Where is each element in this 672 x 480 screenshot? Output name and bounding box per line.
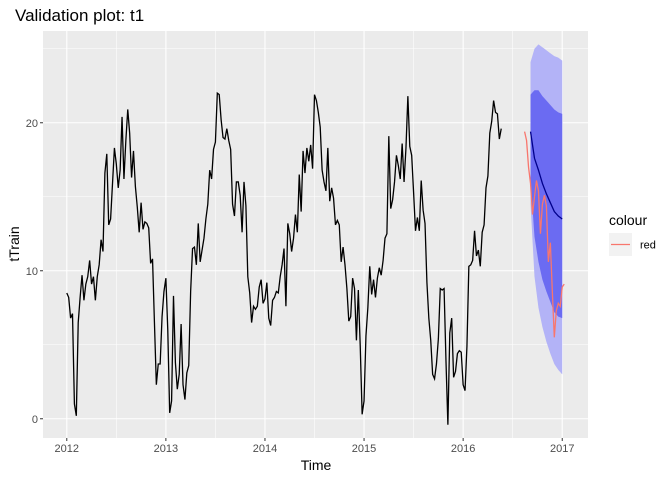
y-tick-label: 10 [26, 266, 38, 278]
legend-label-red: red [640, 240, 656, 252]
x-tick-label: 2017 [550, 443, 574, 455]
series-line-red [523, 131, 565, 338]
x-axis-ticks: 2012 2013 2014 2015 2016 2017 [55, 438, 574, 455]
x-tick-label: 2012 [55, 443, 79, 455]
legend-title: colour [609, 212, 647, 228]
legend: colour red [609, 212, 656, 256]
series-line-train [66, 91, 502, 425]
y-tick-label: 20 [26, 118, 38, 130]
chart-title: Validation plot: t1 [15, 6, 144, 25]
x-tick-label: 2014 [253, 443, 277, 455]
y-axis-ticks: 0 10 20 [26, 118, 43, 426]
y-axis-title: tTrain [6, 226, 22, 261]
x-tick-label: 2013 [154, 443, 178, 455]
y-tick-label: 0 [32, 414, 38, 426]
x-tick-label: 2016 [451, 443, 475, 455]
series-line-forecast [529, 131, 563, 220]
x-axis-title: Time [301, 457, 332, 473]
plot-panel [43, 31, 588, 438]
x-tick-label: 2015 [352, 443, 376, 455]
